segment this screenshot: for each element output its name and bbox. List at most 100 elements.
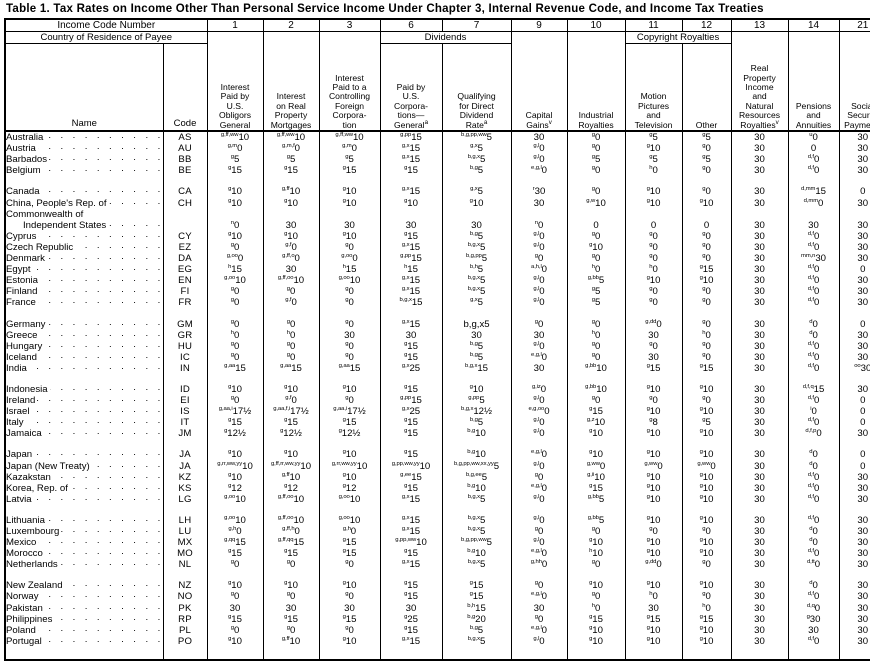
table-row: . . . . . . . . . . . . . . . . . . . . … (4, 394, 870, 407)
rate-cell: g,rr,ww,yy10 (206, 460, 264, 472)
country-name-cell: . . . . . . . . . . . . . . . . . . . . … (4, 624, 164, 636)
rate-cell: g0 (566, 591, 626, 603)
spacer-cell (730, 176, 789, 187)
rate-cell: g10 (624, 143, 683, 155)
rate-cell: g15 (379, 384, 443, 395)
table-row: . . . . . . . . . . . . . . . . . . . . … (4, 624, 870, 636)
spacer-cell (838, 373, 870, 384)
rate-cell: g10 (566, 537, 626, 549)
rate-cell: 30 (838, 559, 870, 571)
rate-cell: g,oo10 (318, 515, 381, 526)
rate-cell: d0 (787, 329, 840, 341)
rate-cell: g12½ (206, 428, 264, 440)
country-name: Cyprus (6, 230, 39, 242)
rate-cell (730, 208, 789, 220)
spacer-cell (624, 176, 683, 187)
table-row: . . . . . . . . . . . . . . . . . . . . … (4, 602, 870, 614)
country-name-cell: . . . . . . . . . . . . . . . . . . . . … (4, 264, 164, 276)
country-name-cell: . . . . . . . . . . . . . . . . . . . . … (4, 219, 164, 231)
rate-cell: g10 (566, 580, 626, 592)
rate-cell: g10 (624, 625, 683, 636)
rate-cell: g15 (566, 406, 626, 418)
rate-cell: g0 (681, 242, 732, 253)
dot-leader: . . . . . . . . . . . . . . . . . . . . … (12, 493, 161, 503)
rate-cell: 0 (838, 318, 870, 330)
country-name-cell: . . . . . . . . . . . . . . . . . . . . … (4, 297, 164, 309)
rate-cell: g0 (262, 625, 320, 636)
table-row: . . . . . . . . . . . . . . . . . . . . … (4, 613, 870, 625)
rate-cell: g10 (624, 428, 683, 440)
country-name: Estonia (6, 275, 40, 287)
rate-cell: g,oo10 (318, 494, 381, 505)
rate-cell: b,g5 (441, 625, 512, 636)
rate-cell: b,g,ee5 (441, 471, 512, 483)
income-code-number-7: 7 (441, 19, 512, 32)
rate-cell: 30 (730, 394, 789, 407)
rate-cell: g10 (262, 197, 320, 209)
rate-cell: g,oo0 (318, 253, 381, 265)
spacer-cell (787, 439, 840, 450)
rate-cell: g0 (510, 614, 568, 625)
table-row: . . . . . . . . . . . . . . . . . . . . … (4, 417, 870, 429)
rate-cell: g0 (566, 143, 626, 155)
spacer-cell (566, 570, 626, 581)
spacer-cell (379, 373, 443, 384)
spacer-cell (510, 176, 568, 187)
rate-cell: g,pp15 (379, 253, 443, 265)
country-code: JA (162, 449, 208, 461)
rate-cell: g10 (624, 384, 683, 395)
spacer-cell (510, 646, 568, 660)
country-code: IT (162, 417, 208, 429)
rate-cell: g8 (624, 417, 683, 429)
rate-cell: 30 (787, 219, 840, 231)
rate-cell (566, 208, 626, 220)
dot-leader: . . . . . . . . . . . . . . . . . . . . … (12, 482, 161, 492)
rate-cell: n0 (206, 220, 264, 231)
country-name: Netherlands (6, 559, 60, 571)
spacer-cell (441, 646, 512, 660)
rate-cell: g15 (262, 548, 320, 560)
rate-cell: 30 (441, 219, 512, 231)
country-code: ID (162, 383, 208, 395)
rate-cell: g,dd0 (624, 318, 683, 330)
table-row: . . . . . . . . . . . . . . . . . . . . … (4, 165, 870, 177)
rate-cell (206, 208, 264, 220)
rate-cell: b,g5 (441, 231, 512, 242)
country-name-cell: . . . . . . . . . . . . . . . . . . . . … (4, 482, 164, 494)
rate-cell: g0 (624, 526, 683, 537)
rate-cell: e,g,l0 (510, 625, 568, 636)
rate-cell: g5 (681, 131, 732, 144)
rate-cell: 30 (730, 351, 789, 363)
rate-cell: 30 (730, 252, 789, 265)
rate-cell: h0 (262, 329, 320, 341)
dot-leader: . . . . . . . . . . . . . . . . . . . . … (12, 186, 161, 196)
rate-cell: g15 (318, 614, 381, 625)
rate-cell: g15 (206, 417, 264, 429)
rate-cell: 0 (681, 219, 732, 231)
country-code: KS (162, 482, 208, 494)
rate-cell: g15 (206, 165, 264, 177)
rate-cell: 30 (838, 252, 870, 265)
rate-cell: 30 (730, 559, 789, 571)
rate-cell: 30 (730, 362, 789, 374)
name-column-header: Name (4, 43, 164, 132)
country-code: BB (162, 154, 208, 166)
country-name-cell: . . . . . . . . . . . . . . . . . . . . … (4, 252, 164, 265)
country-name: Philippines (6, 613, 55, 625)
spacer-cell (624, 373, 683, 384)
rate-cell: g,w10 (566, 197, 626, 209)
dot-leader: . . . . . . . . . . . . . . . . . . . . … (12, 230, 161, 240)
column-header-real-property-income-and-natural-resources-royalties: Real Property Income and Natural Resources Roy… (730, 43, 789, 132)
rate-cell: g15 (379, 165, 443, 177)
rate-cell: g,x15 (379, 286, 443, 298)
column-header-motion-pictures-and-television: Motion Pictures and Television (624, 43, 683, 132)
country-code: LU (162, 525, 208, 537)
spacer-cell (4, 373, 164, 384)
rate-cell: g0 (318, 341, 381, 352)
rate-cell: 30 (730, 428, 789, 440)
rate-cell: g,pp,ww,yy10 (379, 460, 443, 472)
rate-cell: g10 (206, 636, 264, 647)
rate-cell: g10 (681, 494, 732, 505)
rate-cell: g,aa,f,i17½ (262, 406, 320, 418)
rate-cell: g0 (206, 286, 264, 298)
